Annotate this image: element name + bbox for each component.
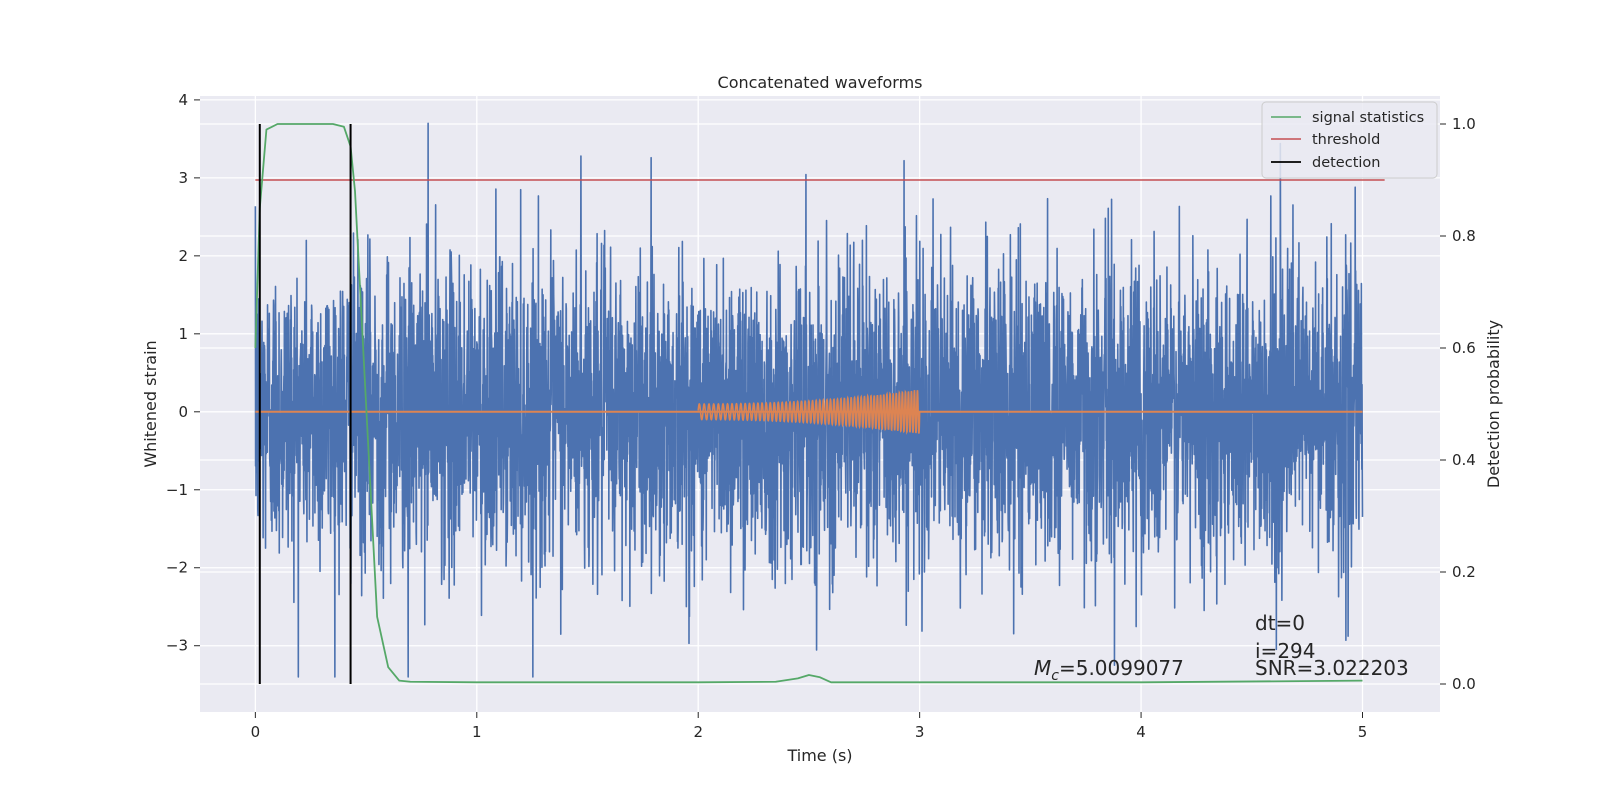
detection-overlay — [254, 123, 1385, 684]
legend-label-signal-statistics: signal statistics — [1312, 110, 1424, 126]
chirp-line — [697, 389, 921, 435]
x-tick-label: 4 — [1136, 723, 1146, 741]
x-tick-label: 3 — [915, 723, 925, 741]
legend: signal statistics threshold detection — [1261, 101, 1438, 179]
y-tick-label: 0 — [178, 403, 188, 421]
left-axis-ticks: −3 −2 −1 0 1 2 3 4 — [166, 91, 200, 655]
y-tick-label: −2 — [166, 559, 188, 577]
strain-line — [254, 122, 1364, 678]
y-tick-label: 2 — [178, 247, 188, 265]
signal-statistics-line — [254, 123, 1363, 684]
chirp-mass-annotation: Mc=5.0099077 — [1034, 656, 1184, 684]
y2-tick-label: 0.6 — [1452, 339, 1476, 357]
x-tick-label: 0 — [251, 723, 261, 741]
legend-label-detection: detection — [1312, 155, 1380, 171]
y-tick-label: −1 — [166, 481, 188, 499]
annotations: Mc=5.0099077 dt=0 i=294 SNR=3.022203 — [1034, 611, 1409, 684]
y-axis-label: Whitened strain — [141, 340, 160, 467]
x-tick-label: 5 — [1358, 723, 1368, 741]
legend-box — [1261, 101, 1438, 179]
x-tick-label: 2 — [693, 723, 703, 741]
y2-tick-label: 0.4 — [1452, 451, 1476, 469]
snr-annotation: SNR=3.022203 — [1255, 656, 1409, 680]
chirp-template-series — [255, 389, 1363, 435]
y2-tick-label: 0.0 — [1452, 675, 1476, 693]
chirp-mass-symbol: M — [1034, 656, 1051, 680]
x-axis-label: Time (s) — [786, 746, 852, 765]
chart-title: Concatenated waveforms — [718, 73, 923, 92]
y-tick-label: 1 — [178, 325, 188, 343]
right-axis-ticks: 0.0 0.2 0.4 0.6 0.8 1.0 — [1440, 115, 1476, 693]
index-annotation: i=294 — [1255, 639, 1316, 663]
y2-tick-label: 1.0 — [1452, 115, 1476, 133]
y2-tick-label: 0.2 — [1452, 563, 1476, 581]
y-tick-label: −3 — [166, 637, 188, 655]
chirp-mass-value: =5.0099077 — [1059, 656, 1184, 680]
dt-annotation: dt=0 — [1255, 611, 1305, 635]
y-tick-label: 3 — [178, 169, 188, 187]
whitened-strain-series — [254, 122, 1364, 678]
chirp-mass-subscript: c — [1051, 668, 1059, 684]
x-tick-label: 1 — [472, 723, 482, 741]
bottom-axis-ticks: 0 1 2 3 4 5 — [251, 712, 1368, 741]
y-tick-label: 4 — [178, 91, 188, 109]
right-y-axis-label: Detection probability — [1484, 320, 1503, 488]
y2-tick-label: 0.8 — [1452, 227, 1476, 245]
legend-label-threshold: threshold — [1312, 132, 1380, 148]
